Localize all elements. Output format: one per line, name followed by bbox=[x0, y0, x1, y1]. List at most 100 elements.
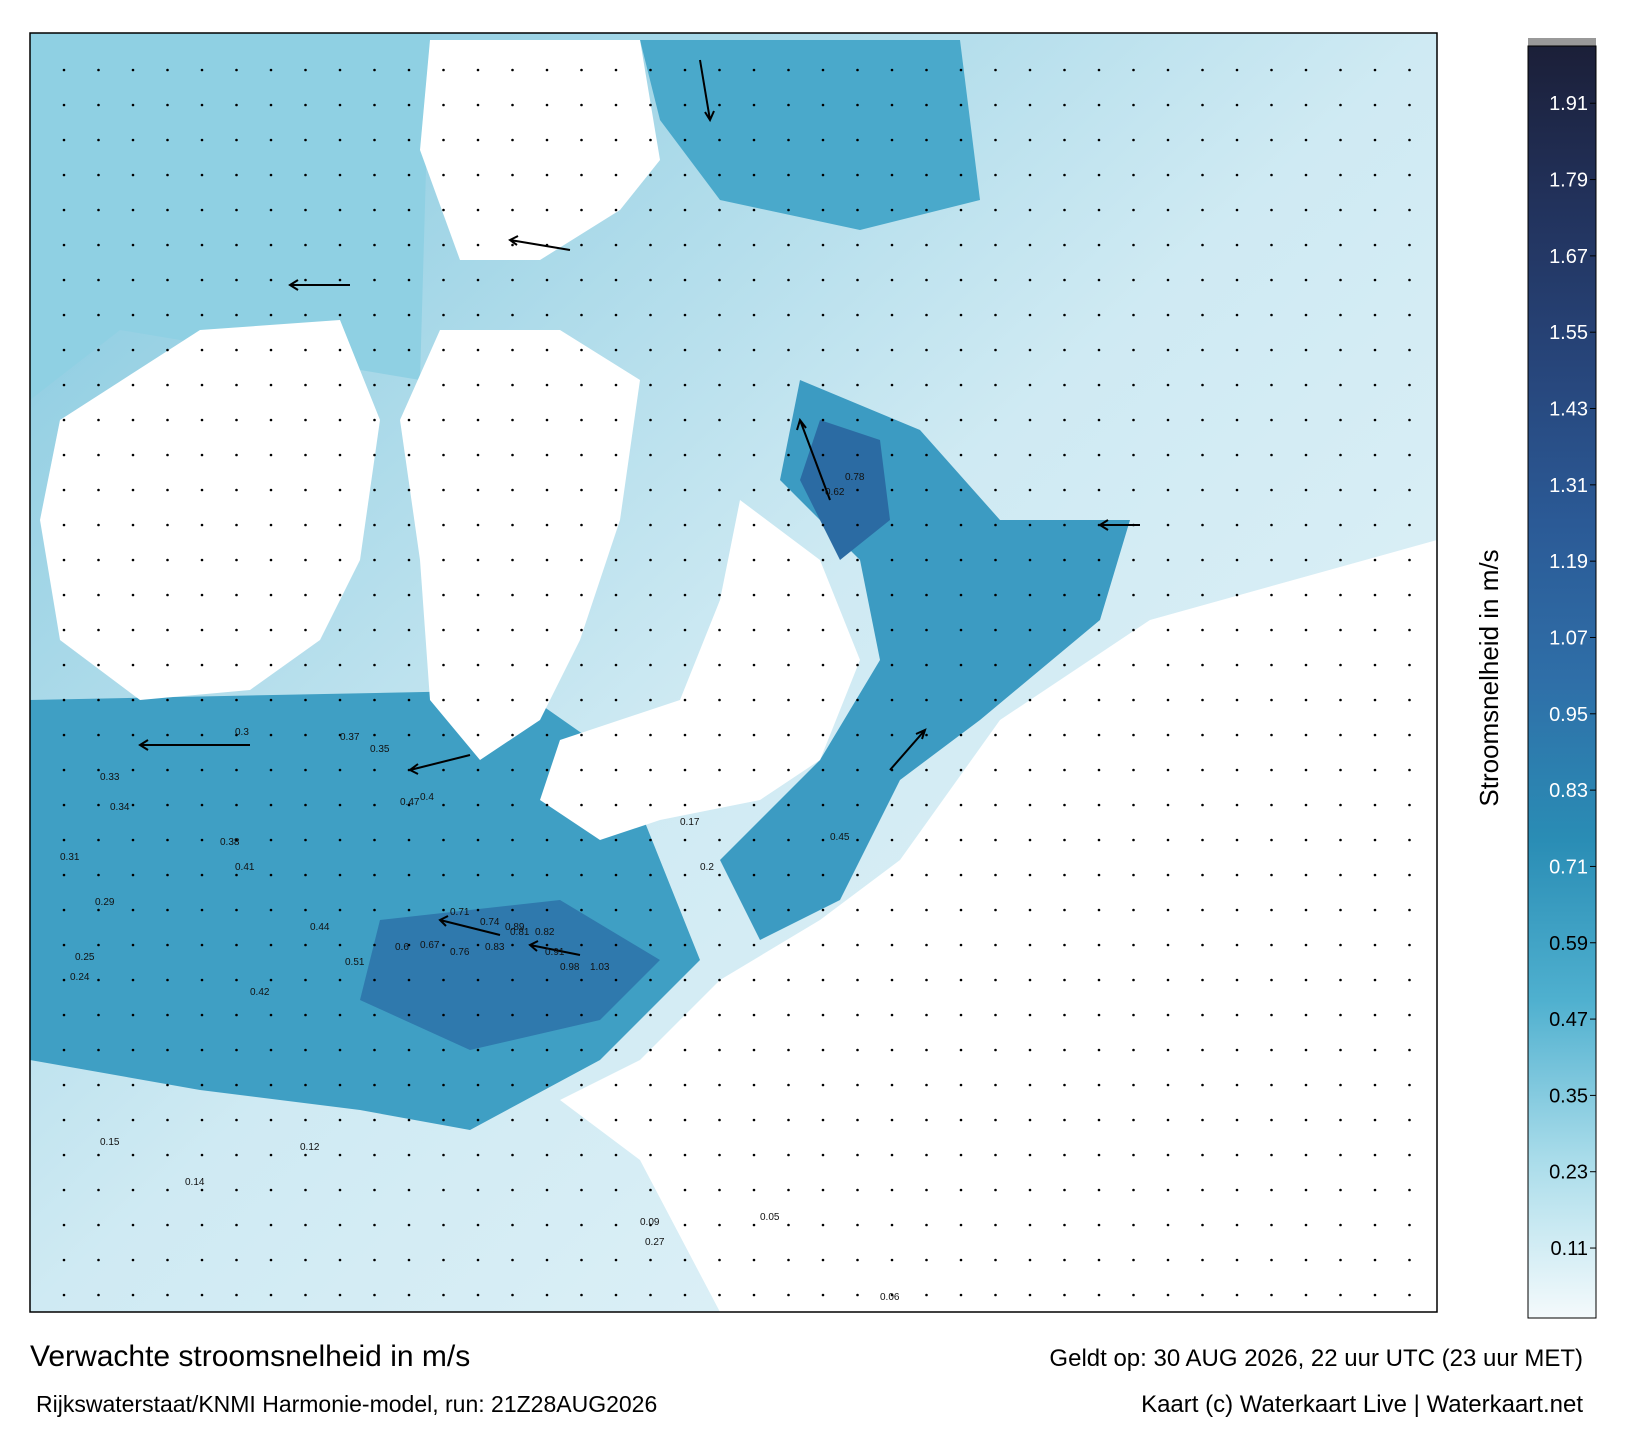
grid-dot bbox=[373, 1258, 376, 1262]
grid-dot bbox=[1270, 313, 1273, 317]
speed-label: 1.03 bbox=[590, 962, 610, 973]
grid-dot bbox=[235, 908, 238, 912]
grid-dot bbox=[476, 383, 480, 387]
grid-dot bbox=[1270, 1258, 1273, 1262]
grid-dot bbox=[1201, 558, 1204, 562]
speed-label: 0.42 bbox=[250, 987, 270, 998]
grid-dot bbox=[994, 558, 997, 562]
grid-dot bbox=[614, 1223, 618, 1227]
grid-dot bbox=[1166, 523, 1170, 527]
grid-dot bbox=[1373, 278, 1377, 282]
grid-dot bbox=[476, 873, 480, 877]
grid-dot bbox=[752, 348, 756, 352]
grid-dot bbox=[200, 558, 204, 562]
speed-label: 0.25 bbox=[75, 952, 95, 963]
grid-dot bbox=[407, 663, 411, 667]
grid-dot bbox=[614, 243, 618, 247]
grid-dot bbox=[1339, 943, 1342, 947]
grid-dot bbox=[821, 1258, 825, 1262]
grid-dot bbox=[683, 488, 687, 492]
grid-dot bbox=[338, 908, 342, 912]
grid-dot bbox=[959, 838, 963, 842]
grid-dot bbox=[1097, 803, 1101, 807]
grid-dot bbox=[994, 313, 997, 317]
grid-dot bbox=[1166, 1048, 1170, 1052]
grid-dot bbox=[787, 978, 790, 982]
grid-dot bbox=[1270, 803, 1273, 807]
grid-dot bbox=[787, 698, 790, 702]
grid-dot bbox=[614, 488, 618, 492]
grid-dot bbox=[511, 978, 514, 982]
grid-dot bbox=[580, 138, 583, 142]
grid-dot bbox=[407, 208, 411, 212]
grid-dot bbox=[373, 313, 376, 317]
grid-dot bbox=[683, 138, 687, 142]
grid-dot bbox=[166, 768, 169, 772]
grid-dot bbox=[1097, 1013, 1101, 1017]
grid-dot bbox=[304, 838, 307, 842]
grid-dot bbox=[1028, 278, 1032, 282]
grid-dot bbox=[131, 208, 135, 212]
grid-dot bbox=[269, 908, 273, 912]
grid-dot bbox=[683, 1293, 687, 1297]
grid-dot bbox=[442, 803, 445, 807]
grid-dot bbox=[1235, 208, 1239, 212]
grid-dot bbox=[1270, 243, 1273, 247]
grid-dot bbox=[442, 768, 445, 772]
grid-dot bbox=[890, 68, 894, 72]
grid-dot bbox=[1235, 1188, 1239, 1192]
grid-dot bbox=[1201, 873, 1204, 877]
grid-dot bbox=[545, 733, 549, 737]
grid-dot bbox=[1201, 978, 1204, 982]
grid-dot bbox=[442, 1188, 445, 1192]
grid-dot bbox=[131, 1083, 135, 1087]
grid-dot bbox=[1339, 838, 1342, 842]
grid-dot bbox=[338, 663, 342, 667]
grid-dot bbox=[269, 873, 273, 877]
grid-dot bbox=[511, 278, 514, 282]
grid-dot bbox=[131, 908, 135, 912]
grid-dot bbox=[1304, 313, 1308, 317]
grid-dot bbox=[131, 418, 135, 422]
grid-dot bbox=[925, 1258, 928, 1262]
grid-dot bbox=[1339, 103, 1342, 107]
grid-dot bbox=[718, 103, 721, 107]
grid-dot bbox=[407, 523, 411, 527]
grid-dot bbox=[1201, 1083, 1204, 1087]
grid-dot bbox=[373, 1083, 376, 1087]
grid-dot bbox=[62, 873, 66, 877]
grid-dot bbox=[718, 978, 721, 982]
grid-dot bbox=[304, 453, 307, 457]
grid-dot bbox=[856, 698, 859, 702]
grid-dot bbox=[821, 1153, 825, 1157]
grid-dot bbox=[683, 943, 687, 947]
grid-dot bbox=[614, 628, 618, 632]
grid-dot bbox=[476, 348, 480, 352]
grid-dot bbox=[683, 173, 687, 177]
grid-dot bbox=[1132, 558, 1135, 562]
grid-dot bbox=[683, 523, 687, 527]
grid-dot bbox=[545, 558, 549, 562]
grid-dot bbox=[545, 173, 549, 177]
grid-dot bbox=[856, 383, 859, 387]
grid-dot bbox=[787, 418, 790, 422]
grid-dot bbox=[304, 978, 307, 982]
grid-dot bbox=[1235, 873, 1239, 877]
grid-dot bbox=[1304, 803, 1308, 807]
speed-label: 0.24 bbox=[70, 972, 90, 983]
grid-dot bbox=[1028, 68, 1032, 72]
grid-dot bbox=[1063, 558, 1066, 562]
grid-dot bbox=[718, 838, 721, 842]
grid-dot bbox=[821, 803, 825, 807]
colorbar-tick-label: 1.07 bbox=[1549, 627, 1588, 649]
grid-dot bbox=[269, 348, 273, 352]
grid-dot bbox=[580, 873, 583, 877]
grid-dot bbox=[1408, 1258, 1411, 1262]
grid-dot bbox=[580, 1013, 583, 1017]
grid-dot bbox=[1201, 313, 1204, 317]
grid-dot bbox=[269, 523, 273, 527]
grid-dot bbox=[476, 453, 480, 457]
grid-dot bbox=[131, 453, 135, 457]
grid-dot bbox=[235, 1013, 238, 1017]
grid-dot bbox=[407, 558, 411, 562]
